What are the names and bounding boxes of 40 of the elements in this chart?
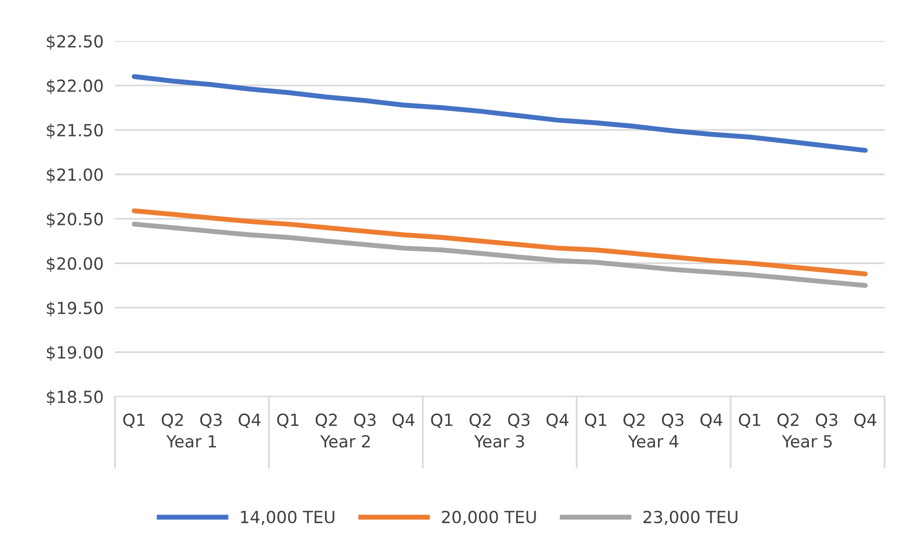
legend-label: 20,000 TEU (442, 510, 536, 525)
x-tick-label: Q1 (123, 414, 145, 428)
y-tick-label: $19.00 (46, 346, 103, 361)
legend-label: 23,000 TEU (643, 510, 738, 525)
x-tick-label: Q3 (662, 414, 684, 428)
text: Year 4 (628, 435, 678, 448)
line-series (132, 74, 868, 153)
y-tick-label: $19.50 (46, 301, 103, 316)
x-tick-label: Q4 (392, 414, 414, 428)
y-tick-label: $20.00 (46, 256, 103, 272)
x-tick-label: Q3 (508, 414, 530, 428)
x-tick-label: Q2 (162, 414, 183, 428)
x-tick-label: Q3 (816, 414, 838, 428)
y-tick-label: $21.00 (46, 168, 103, 184)
x-tick-label: Q4 (546, 414, 568, 428)
x-tick-label: Q2 (623, 414, 645, 428)
line-series (132, 222, 868, 288)
text: Year 3 (474, 435, 524, 448)
y-tick-label: $22.50 (46, 34, 103, 50)
y-tick-label: $18.50 (46, 390, 103, 406)
x-tick-label: Q2 (316, 414, 337, 428)
x-tick-label: Q1 (585, 414, 606, 428)
x-tick-label: Q4 (854, 414, 876, 428)
x-tick-label: Q2 (470, 414, 491, 428)
x-tick-label: Q2 (777, 414, 799, 428)
y-tick-label: $21.50 (46, 124, 103, 139)
x-tick-label: Q1 (738, 414, 760, 428)
x-tick-label: Q1 (277, 414, 298, 428)
x-tick-label: Q4 (700, 414, 722, 428)
legend-label: 14,000 TEU (241, 510, 334, 525)
x-tick-label: Q3 (200, 414, 222, 428)
y-tick-label: $22.00 (46, 79, 103, 94)
x-tick-label: Q4 (238, 414, 261, 428)
x-tick-label: Q1 (431, 414, 452, 428)
text: Year 1 (166, 435, 216, 448)
line-series (132, 208, 868, 276)
text: Year 5 (782, 435, 832, 448)
x-tick-label: Q3 (354, 414, 376, 428)
y-tick-label: $20.50 (46, 212, 103, 228)
text: Year 2 (320, 435, 370, 448)
